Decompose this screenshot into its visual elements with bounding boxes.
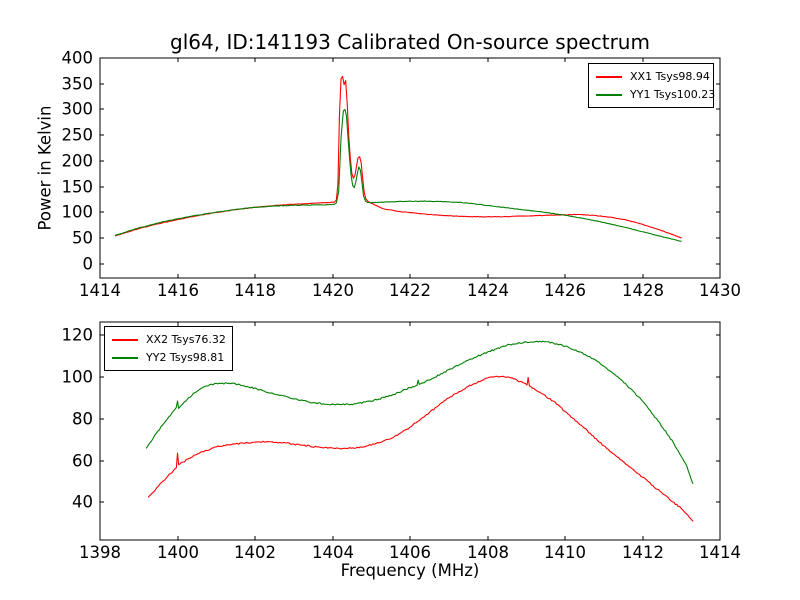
top-y-tick-label: 50 (72, 229, 93, 248)
top-x-tick-label: 1430 (699, 281, 741, 300)
top-x-tick-label: 1428 (622, 281, 664, 300)
top-legend: XX1 Tsys98.94 YY1 Tsys100.23 (588, 63, 715, 108)
bottom-series-yy2 (145, 340, 694, 485)
top-y-tick-label: 0 (83, 255, 94, 274)
bottom-x-tick-label: 1404 (312, 543, 354, 562)
bottom-legend: XX2 Tsys76.32 YY2 Tsys98.81 (104, 326, 233, 371)
bottom-x-axis-label: Frequency (MHz) (340, 561, 480, 580)
top-y-tick-label: 350 (62, 75, 94, 94)
bottom-y-tick-label: 120 (62, 326, 94, 345)
top-y-tick-label: 200 (62, 152, 94, 171)
bottom-x-tick-label: 1406 (389, 543, 431, 562)
top-x-tick-label: 1418 (234, 281, 276, 300)
top-y-tick-label: 250 (62, 126, 94, 145)
top-x-tick-label: 1420 (312, 281, 354, 300)
bottom-y-tick-label: 40 (72, 493, 93, 512)
top-x-tick-label: 1414 (79, 281, 121, 300)
top-x-tick-label: 1422 (389, 281, 431, 300)
top-x-tick-label: 1426 (544, 281, 586, 300)
bottom-x-tick-label: 1400 (157, 543, 199, 562)
top-y-tick-label: 300 (62, 100, 94, 119)
top-x-tick-label: 1424 (467, 281, 509, 300)
top-series-yy1 (114, 108, 682, 242)
legend-line-sample-yy2 (112, 357, 138, 359)
legend-line-sample-xx2 (112, 339, 138, 341)
bottom-x-tick-label: 1398 (79, 543, 121, 562)
top-y-tick-label: 400 (62, 49, 94, 68)
legend-entry-xx2: XX2 Tsys76.32 (112, 331, 226, 349)
top-y-tick-label: 100 (62, 203, 94, 222)
bottom-y-tick-label: 100 (62, 368, 94, 387)
bottom-x-tick-label: 1402 (234, 543, 276, 562)
bottom-x-tick-label: 1410 (544, 543, 586, 562)
top-y-tick-label: 150 (62, 178, 94, 197)
bottom-series-xx2 (147, 375, 694, 522)
bottom-y-tick-label: 60 (72, 452, 93, 471)
bottom-y-tick-label: 80 (72, 410, 93, 429)
bottom-x-tick-label: 1414 (699, 543, 741, 562)
top-x-tick-label: 1416 (157, 281, 199, 300)
legend-label-yy1: YY1 Tsys100.23 (630, 88, 716, 101)
legend-label-yy2: YY2 Tsys98.81 (146, 351, 225, 364)
bottom-x-tick-label: 1408 (467, 543, 509, 562)
legend-entry-yy1: YY1 Tsys100.23 (596, 86, 715, 104)
legend-label-xx1: XX1 Tsys98.94 (630, 70, 710, 83)
legend-line-sample-yy1 (596, 94, 622, 96)
figure-title: gl64, ID:141193 Calibrated On-source spe… (170, 30, 650, 54)
legend-label-xx2: XX2 Tsys76.32 (146, 333, 226, 346)
legend-entry-xx1: XX1 Tsys98.94 (596, 68, 710, 86)
legend-line-sample-xx1 (596, 76, 622, 78)
bottom-x-tick-label: 1412 (622, 543, 664, 562)
top-y-axis-label: Power in Kelvin (35, 105, 55, 231)
legend-entry-yy2: YY2 Tsys98.81 (112, 349, 225, 367)
